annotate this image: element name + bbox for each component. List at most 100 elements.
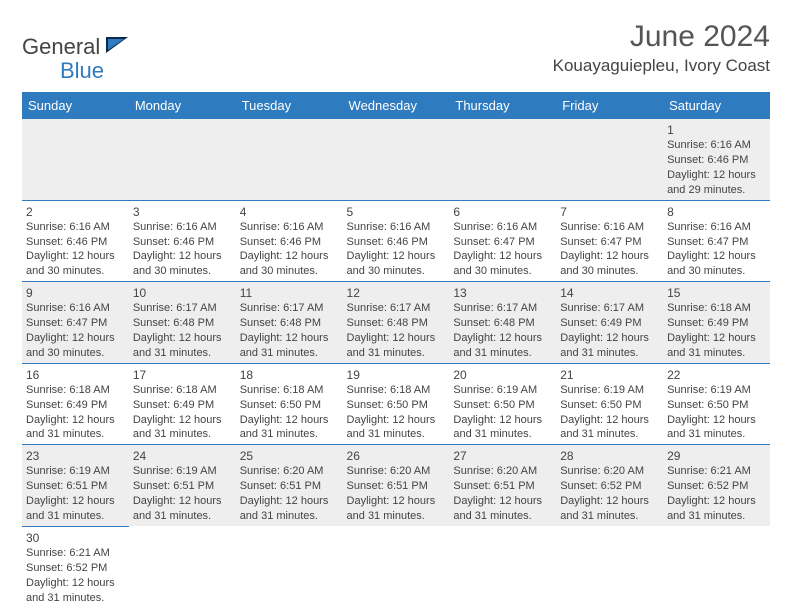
sunset-text: Sunset: 6:51 PM xyxy=(240,479,339,494)
daylight2-text: and 29 minutes. xyxy=(667,183,766,198)
sunrise-text: Sunrise: 6:20 AM xyxy=(347,464,446,479)
day-number: 4 xyxy=(240,204,339,220)
calendar-cell: 2Sunrise: 6:16 AMSunset: 6:46 PMDaylight… xyxy=(22,200,129,282)
daylight2-text: and 31 minutes. xyxy=(347,346,446,361)
calendar-cell: 23Sunrise: 6:19 AMSunset: 6:51 PMDayligh… xyxy=(22,445,129,527)
calendar-cell: 18Sunrise: 6:18 AMSunset: 6:50 PMDayligh… xyxy=(236,363,343,445)
day-header: Wednesday xyxy=(343,92,450,119)
daylight1-text: Daylight: 12 hours xyxy=(667,249,766,264)
sunset-text: Sunset: 6:48 PM xyxy=(347,316,446,331)
daylight1-text: Daylight: 12 hours xyxy=(347,494,446,509)
day-number: 16 xyxy=(26,367,125,383)
day-header: Thursday xyxy=(449,92,556,119)
sunset-text: Sunset: 6:46 PM xyxy=(133,235,232,250)
daylight2-text: and 31 minutes. xyxy=(347,427,446,442)
calendar-cell: 5Sunrise: 6:16 AMSunset: 6:46 PMDaylight… xyxy=(343,200,450,282)
day-number: 5 xyxy=(347,204,446,220)
logo-text-1: General xyxy=(22,34,100,60)
sunrise-text: Sunrise: 6:17 AM xyxy=(240,301,339,316)
daylight1-text: Daylight: 12 hours xyxy=(453,249,552,264)
sunset-text: Sunset: 6:52 PM xyxy=(560,479,659,494)
calendar-table: SundayMondayTuesdayWednesdayThursdayFrid… xyxy=(22,92,770,607)
daylight1-text: Daylight: 12 hours xyxy=(667,168,766,183)
daylight2-text: and 30 minutes. xyxy=(26,264,125,279)
sunset-text: Sunset: 6:51 PM xyxy=(133,479,232,494)
sunset-text: Sunset: 6:46 PM xyxy=(26,235,125,250)
calendar-cell xyxy=(343,526,450,607)
day-number: 24 xyxy=(133,448,232,464)
calendar-cell xyxy=(343,119,450,200)
daylight1-text: Daylight: 12 hours xyxy=(560,249,659,264)
day-number: 11 xyxy=(240,285,339,301)
day-number: 20 xyxy=(453,367,552,383)
calendar-cell: 1Sunrise: 6:16 AMSunset: 6:46 PMDaylight… xyxy=(663,119,770,200)
daylight2-text: and 30 minutes. xyxy=(240,264,339,279)
calendar-row: 30Sunrise: 6:21 AMSunset: 6:52 PMDayligh… xyxy=(22,526,770,607)
sunrise-text: Sunrise: 6:16 AM xyxy=(453,220,552,235)
daylight2-text: and 30 minutes. xyxy=(133,264,232,279)
daylight1-text: Daylight: 12 hours xyxy=(133,494,232,509)
daylight1-text: Daylight: 12 hours xyxy=(667,331,766,346)
sunset-text: Sunset: 6:50 PM xyxy=(240,398,339,413)
sunset-text: Sunset: 6:50 PM xyxy=(347,398,446,413)
sunrise-text: Sunrise: 6:21 AM xyxy=(667,464,766,479)
sunrise-text: Sunrise: 6:17 AM xyxy=(133,301,232,316)
sunrise-text: Sunrise: 6:19 AM xyxy=(26,464,125,479)
sunset-text: Sunset: 6:47 PM xyxy=(453,235,552,250)
sunrise-text: Sunrise: 6:16 AM xyxy=(240,220,339,235)
calendar-cell: 16Sunrise: 6:18 AMSunset: 6:49 PMDayligh… xyxy=(22,363,129,445)
sunrise-text: Sunrise: 6:18 AM xyxy=(240,383,339,398)
day-number: 2 xyxy=(26,204,125,220)
daylight2-text: and 30 minutes. xyxy=(667,264,766,279)
day-number: 6 xyxy=(453,204,552,220)
daylight1-text: Daylight: 12 hours xyxy=(240,413,339,428)
daylight2-text: and 31 minutes. xyxy=(560,346,659,361)
sunrise-text: Sunrise: 6:19 AM xyxy=(560,383,659,398)
calendar-row: 16 Sunrise: 6:18 AM Sunset: 6:49 PM Dayligh… xyxy=(22,363,770,445)
daylight1-text: Daylight: 12 hours xyxy=(453,494,552,509)
daylight1-text: Daylight: 12 hours xyxy=(667,494,766,509)
daylight2-text: and 31 minutes. xyxy=(240,427,339,442)
month-title: June 2024 xyxy=(553,20,770,54)
calendar-cell: 13Sunrise: 6:17 AMSunset: 6:48 PMDayligh… xyxy=(449,282,556,364)
daylight1-text: Daylight: 12 hours xyxy=(240,494,339,509)
sunset-text: Sunset: 6:49 PM xyxy=(667,316,766,331)
day-number: 1 xyxy=(667,122,766,138)
calendar-cell xyxy=(236,526,343,607)
sunset-text: Sunset: 6:48 PM xyxy=(240,316,339,331)
day-number: 25 xyxy=(240,448,339,464)
daylight2-text: and 31 minutes. xyxy=(133,346,232,361)
daylight1-text: Daylight: 12 hours xyxy=(560,413,659,428)
day-number: 27 xyxy=(453,448,552,464)
calendar-cell: 11Sunrise: 6:17 AMSunset: 6:48 PMDayligh… xyxy=(236,282,343,364)
logo-text-2: Blue xyxy=(60,58,104,83)
calendar-cell xyxy=(449,119,556,200)
day-header-row: SundayMondayTuesdayWednesdayThursdayFrid… xyxy=(22,92,770,119)
daylight2-text: and 31 minutes. xyxy=(347,509,446,524)
day-number: 22 xyxy=(667,367,766,383)
daylight1-text: Daylight: 12 hours xyxy=(453,413,552,428)
daylight2-text: and 30 minutes. xyxy=(26,346,125,361)
calendar-cell xyxy=(22,119,129,200)
sunrise-text: Sunrise: 6:19 AM xyxy=(133,464,232,479)
location: Kouayaguiepleu, Ivory Coast xyxy=(553,56,770,76)
sunset-text: Sunset: 6:49 PM xyxy=(133,398,232,413)
sunset-text: Sunset: 6:48 PM xyxy=(133,316,232,331)
sunrise-text: Sunrise: 6:16 AM xyxy=(133,220,232,235)
calendar-cell: 12Sunrise: 6:17 AMSunset: 6:48 PMDayligh… xyxy=(343,282,450,364)
sunrise-text: Sunrise: 6:16 AM xyxy=(26,220,125,235)
sunset-text: Sunset: 6:52 PM xyxy=(667,479,766,494)
sunset-text: Sunset: 6:47 PM xyxy=(560,235,659,250)
daylight2-text: and 31 minutes. xyxy=(240,346,339,361)
calendar-cell xyxy=(663,526,770,607)
day-number: 21 xyxy=(560,367,659,383)
daylight1-text: Daylight: 12 hours xyxy=(347,331,446,346)
sunrise-text: Sunrise: 6:21 AM xyxy=(26,546,125,561)
sunset-text: Sunset: 6:51 PM xyxy=(453,479,552,494)
sunrise-text: Sunrise: 6:18 AM xyxy=(347,383,446,398)
calendar-row: 2Sunrise: 6:16 AMSunset: 6:46 PMDaylight… xyxy=(22,200,770,282)
calendar-cell: 24Sunrise: 6:19 AMSunset: 6:51 PMDayligh… xyxy=(129,445,236,527)
title-block: June 2024 Kouayaguiepleu, Ivory Coast xyxy=(553,20,770,76)
daylight1-text: Daylight: 12 hours xyxy=(26,494,125,509)
daylight1-text: Daylight: 12 hours xyxy=(26,576,125,591)
